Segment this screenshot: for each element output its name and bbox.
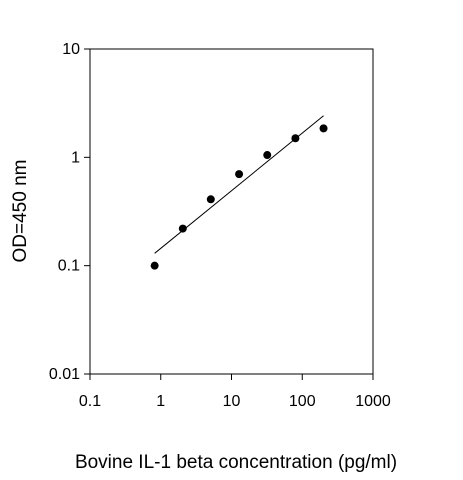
y-tick-label: 0.1 xyxy=(58,258,80,275)
y-tick-label: 0.01 xyxy=(49,366,80,383)
y-tick-label: 10 xyxy=(62,41,80,58)
x-tick-label: 100 xyxy=(289,393,316,410)
x-axis-ticks: 0.1 1 10 100 1000 xyxy=(79,374,391,410)
x-tick-label: 0.1 xyxy=(79,393,101,410)
y-axis-ticks: 0.01 0.1 1 10 xyxy=(49,41,90,383)
data-point xyxy=(235,170,244,179)
x-tick-label: 1000 xyxy=(355,393,391,410)
y-tick-label: 1 xyxy=(71,149,80,166)
data-point xyxy=(178,224,187,233)
data-point xyxy=(263,151,272,160)
data-point xyxy=(206,195,215,204)
x-axis-title: Bovine IL-1 beta concentration (pg/ml) xyxy=(75,452,397,473)
data-point xyxy=(319,124,328,133)
data-point xyxy=(291,134,300,143)
data-points-group xyxy=(150,124,328,270)
y-axis-title: OD=450 nm xyxy=(10,160,31,263)
data-point xyxy=(150,261,159,270)
plot-area-frame xyxy=(89,48,374,375)
x-tick-label: 1 xyxy=(156,393,165,410)
x-tick-label: 10 xyxy=(223,393,241,410)
